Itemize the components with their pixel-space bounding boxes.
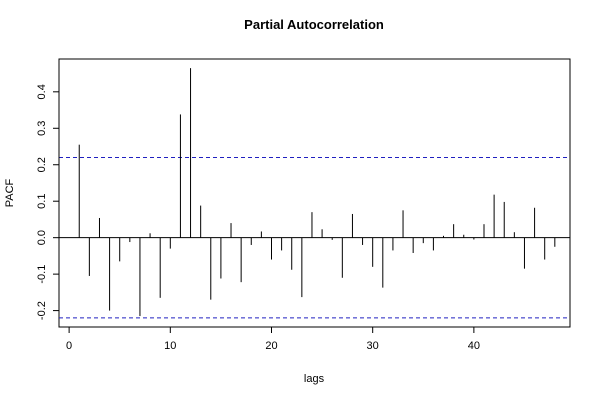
y-tick-label: 0.0 — [36, 230, 48, 245]
pacf-bars — [78, 68, 556, 317]
plot-frame — [58, 58, 571, 328]
x-tick-label: 20 — [265, 340, 277, 352]
x-tick-label: 40 — [468, 340, 480, 352]
y-tick-label: -0.1 — [36, 265, 48, 284]
y-axis-label: PACF — [4, 178, 16, 207]
x-axis: 0 10 20 30 40 — [66, 326, 480, 352]
x-tick-label: 10 — [164, 340, 176, 352]
x-tick-label: 0 — [66, 340, 72, 352]
y-tick-label: 0.4 — [36, 84, 48, 99]
y-tick-label: 0.1 — [36, 194, 48, 209]
confidence-bounds — [59, 156, 570, 319]
chart-title: Partial Autocorrelation — [244, 17, 384, 32]
y-tick-label: 0.2 — [36, 157, 48, 172]
y-tick-label: -0.2 — [36, 301, 48, 320]
y-tick-label: 0.3 — [36, 121, 48, 136]
x-axis-label: lags — [304, 373, 325, 385]
x-tick-label: 30 — [367, 340, 379, 352]
y-axis: -0.2 -0.1 0.0 0.1 0.2 0.3 0.4 — [36, 84, 60, 320]
